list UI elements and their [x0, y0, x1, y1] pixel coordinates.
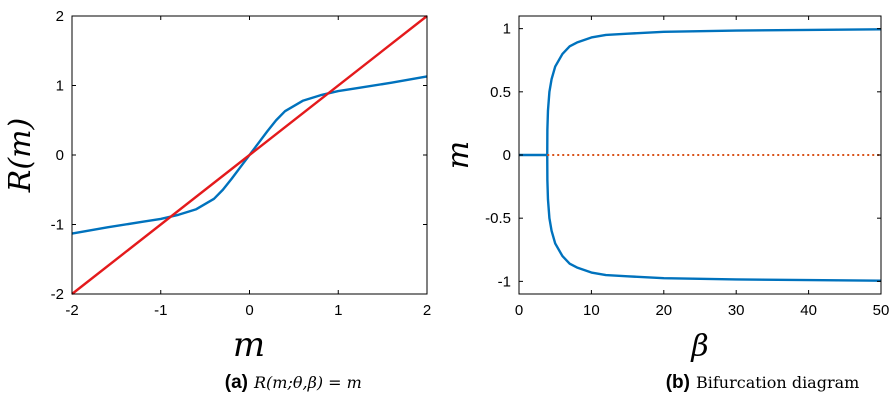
panel-b-xtick-label: 0	[515, 302, 523, 319]
panel-a-xtick-label: 1	[334, 302, 342, 319]
panel-b-series-line-1	[546, 28, 882, 156]
panel-b: 0 10 20 30 40 50 -1 -0.5 0 0.5 1 β m (b) Bifurcati…	[441, 15, 889, 393]
panel-b-ytick-label: 0.5	[490, 84, 511, 101]
panel-a-ytick-label: -1	[51, 217, 64, 234]
panel-a: -2 -1 0 1 2 -2 -1 0 1 2 m R(m) (a) R(m;θ,β) = m	[3, 8, 431, 393]
panel-b-caption-text: Bifurcation diagram	[696, 373, 859, 392]
panel-b-ytick-label: 1	[503, 21, 511, 38]
panel-a-ytick-label: -2	[51, 286, 64, 303]
panel-b-xtick-label: 10	[583, 302, 600, 319]
panel-a-ticks: -2 -1 0 1 2 -2 -1 0 1 2	[51, 8, 432, 319]
panel-a-xtick-label: -1	[154, 302, 167, 319]
panel-b-xtick-label: 20	[655, 302, 672, 319]
panel-b-xtick-label: 40	[800, 302, 817, 319]
panel-a-series	[71, 15, 428, 295]
panel-a-xtick-label: -2	[65, 302, 78, 319]
panel-a-xlabel: m	[233, 325, 265, 365]
panel-b-ytick-label: 0	[503, 147, 511, 164]
panel-a-ylabel: R(m)	[3, 118, 38, 193]
panel-a-ytick-label: 0	[56, 147, 64, 164]
panel-b-series-line-2	[546, 154, 882, 282]
panel-b-xlabel: β	[690, 329, 708, 364]
panel-b-ytick-label: -0.5	[485, 210, 511, 227]
panel-a-caption-label: (a)	[225, 372, 248, 393]
panel-b-xtick-label: 50	[873, 302, 890, 319]
panel-b-caption-label: (b)	[666, 372, 690, 393]
panel-a-xtick-label: 0	[245, 302, 253, 319]
panel-b-xtick-label: 30	[728, 302, 745, 319]
panel-a-ytick-label: 1	[56, 78, 64, 95]
panel-a-caption-text: R(m;θ,β) = m	[253, 373, 362, 392]
panel-b-series	[519, 28, 882, 282]
panel-a-ytick-label: 2	[56, 8, 64, 25]
panel-b-ytick-label: -1	[498, 273, 511, 290]
panel-b-ylabel: m	[441, 141, 476, 169]
panel-b-ticks: 0 10 20 30 40 50 -1 -0.5 0 0.5 1	[485, 16, 889, 319]
panel-a-series-line-1	[71, 15, 428, 295]
panel-a-xtick-label: 2	[423, 302, 431, 319]
